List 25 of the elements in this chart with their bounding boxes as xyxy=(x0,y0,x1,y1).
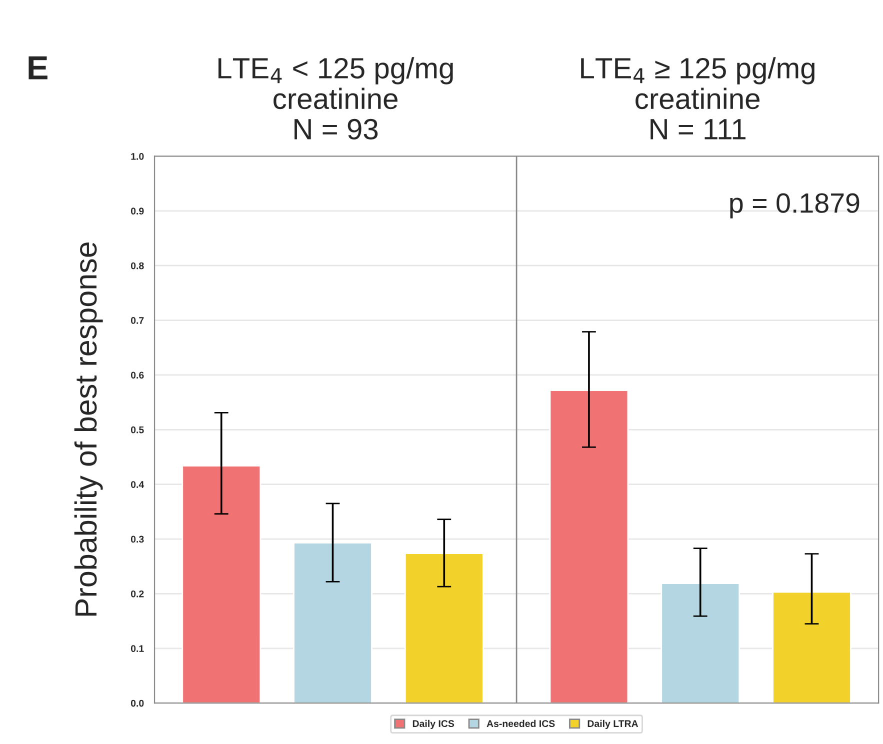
legend-label: Daily ICS xyxy=(412,720,454,729)
bar xyxy=(182,465,262,704)
annotation: p = 0.1879 xyxy=(730,193,860,218)
y-tick-label: 0.8 xyxy=(130,262,144,270)
y-tick-label: 0.1 xyxy=(130,645,144,652)
text: LTE$_{4}$ ≥ 125 pg/mg creatinine N = 111 xyxy=(581,57,814,140)
bar xyxy=(660,582,740,704)
text: 1.0 xyxy=(131,152,144,160)
y-tick-label: 0.4 xyxy=(130,481,144,488)
y-tick-label: 0.5 xyxy=(130,426,144,434)
bar xyxy=(404,552,484,704)
legend-label: As-needed ICS xyxy=(486,720,555,728)
legend-label: Daily LTRA xyxy=(588,720,638,729)
y-tick-label: 0.7 xyxy=(130,317,144,324)
y-axis-title: Probability of best response xyxy=(74,242,103,616)
bar xyxy=(772,591,852,704)
bar xyxy=(549,390,629,704)
y-tick-label: 0.2 xyxy=(130,590,144,598)
text: 0.0 xyxy=(130,700,144,707)
y-tick-label: 0.9 xyxy=(130,208,144,215)
y-tick-label: 0.3 xyxy=(130,536,144,543)
text: E xyxy=(28,56,48,80)
text: LTE$_{4}$ < 125 pg/mg creatinine N = 93 xyxy=(218,57,453,140)
bar xyxy=(293,542,372,704)
y-tick-label: 0.6 xyxy=(130,372,144,379)
